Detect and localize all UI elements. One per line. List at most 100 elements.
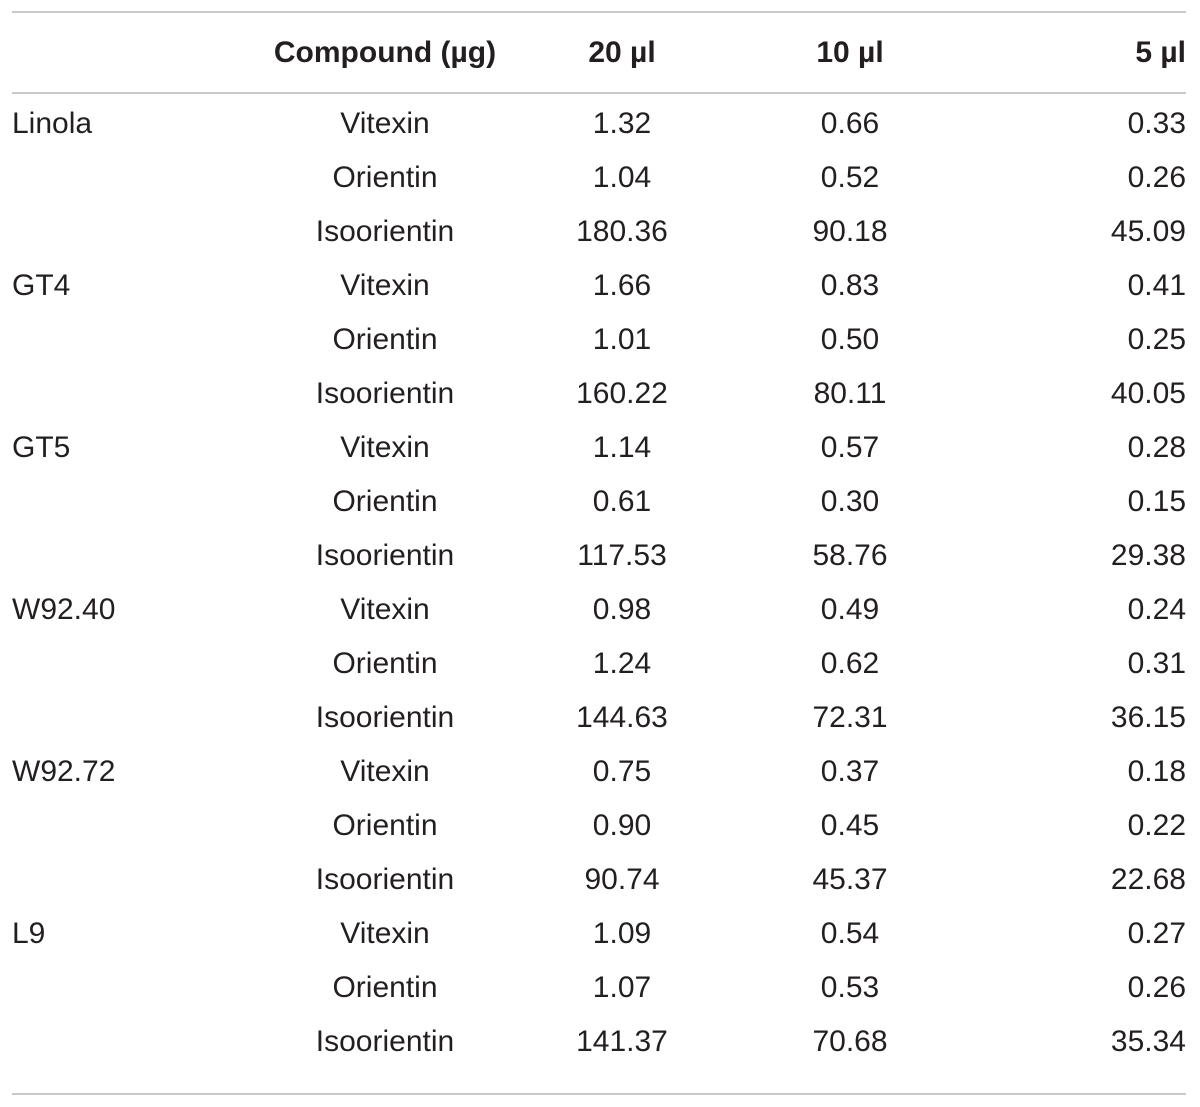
cell-5ul: 0.15 [1127,485,1186,518]
cell-10ul: 0.52 [820,161,880,194]
table-row: Isoorientin 117.53 58.76 29.38 [12,529,1186,583]
cell-5ul: 0.31 [1127,647,1186,680]
table-row: Linola Vitexin 1.32 0.66 0.33 [12,97,1186,151]
cell-10ul: 0.66 [820,107,880,140]
cell-compound: Orientin [332,971,438,1004]
cell-20ul: 1.14 [592,431,652,464]
table-header: Compound (µg) 20 µl 10 µl 5 µl [12,13,1186,92]
cell-line: GT5 [12,431,71,464]
cell-5ul: 0.27 [1127,917,1186,950]
cell-20ul: 0.90 [592,809,652,842]
cell-10ul: 0.53 [820,971,880,1004]
table-row: GT5 Vitexin 1.14 0.57 0.28 [12,421,1186,475]
table-body: Linola Vitexin 1.32 0.66 0.33 Orientin 1.04 0.5… [12,92,1186,1069]
cell-line [12,367,262,421]
cell-10ul: 0.49 [820,593,880,626]
cell-compound: Isoorientin [315,701,455,734]
cell-5ul: 0.24 [1127,593,1186,626]
cell-line [12,961,262,1015]
top-rule [12,11,1186,13]
table-row: Isoorientin 90.74 45.37 22.68 [12,853,1186,907]
cell-20ul: 144.63 [576,701,668,734]
cell-compound: Isoorientin [315,215,455,248]
cell-line [12,313,262,367]
table-row: Orientin 1.07 0.53 0.26 [12,961,1186,1015]
cell-line [12,1015,262,1069]
cell-line [12,799,262,853]
cell-compound: Vitexin [340,593,430,626]
cell-10ul: 0.45 [820,809,880,842]
table-row: Isoorientin 160.22 80.11 40.05 [12,367,1186,421]
cell-20ul: 0.98 [592,593,652,626]
cell-10ul: 0.83 [820,269,880,302]
table-row: Orientin 1.01 0.50 0.25 [12,313,1186,367]
table-row: Isoorientin 141.37 70.68 35.34 [12,1015,1186,1069]
cell-line: GT4 [12,269,71,302]
cell-10ul: 90.18 [812,215,888,248]
cell-5ul: 0.26 [1127,161,1186,194]
table-row: W92.72 Vitexin 0.75 0.37 0.18 [12,745,1186,799]
table-row: W92.40 Vitexin 0.98 0.49 0.24 [12,583,1186,637]
cell-line [12,691,262,745]
cell-10ul: 80.11 [813,377,887,410]
cell-20ul: 1.09 [592,917,652,950]
cell-compound: Orientin [332,485,438,518]
compound-table: Compound (µg) 20 µl 10 µl 5 µl Linola Vit… [12,13,1186,1069]
table-row: Orientin 1.04 0.52 0.26 [12,151,1186,205]
cell-10ul: 0.62 [820,647,880,680]
cell-20ul: 0.75 [592,755,652,788]
cell-10ul: 0.37 [820,755,880,788]
header-compound: Compound (µg) [273,36,497,69]
cell-20ul: 1.24 [592,647,652,680]
cell-20ul: 1.66 [592,269,652,302]
cell-line [12,637,262,691]
cell-compound: Vitexin [340,269,430,302]
cell-compound: Isoorientin [315,539,455,572]
cell-5ul: 0.22 [1127,809,1186,842]
cell-5ul: 0.28 [1127,431,1186,464]
header-row: Compound (µg) 20 µl 10 µl 5 µl [12,13,1186,92]
table-row: Orientin 1.24 0.62 0.31 [12,637,1186,691]
header-5ul: 5 µl [1135,36,1186,69]
table-row: GT4 Vitexin 1.66 0.83 0.41 [12,259,1186,313]
cell-20ul: 90.74 [584,863,660,896]
cell-10ul: 0.54 [820,917,880,950]
cell-line: L9 [12,917,46,950]
cell-compound: Vitexin [340,755,430,788]
cell-line [12,529,262,583]
cell-compound: Orientin [332,809,438,842]
cell-line: Linola [12,107,93,140]
cell-20ul: 160.22 [576,377,668,410]
cell-line [12,853,262,907]
cell-20ul: 1.01 [592,323,652,356]
cell-10ul: 58.76 [812,539,888,572]
table-row: Orientin 0.61 0.30 0.15 [12,475,1186,529]
cell-compound: Orientin [332,323,438,356]
cell-20ul: 1.07 [592,971,652,1004]
cell-5ul: 36.15 [1110,701,1186,734]
cell-10ul: 72.31 [812,701,888,734]
header-line [12,13,262,92]
header-10ul: 10 µl [816,36,884,69]
cell-5ul: 45.09 [1110,215,1186,248]
cell-line [12,151,262,205]
cell-5ul: 29.38 [1110,539,1186,572]
cell-10ul: 0.57 [820,431,880,464]
cell-20ul: 117.53 [577,539,667,572]
table-row: L9 Vitexin 1.09 0.54 0.27 [12,907,1186,961]
cell-line [12,205,262,259]
cell-10ul: 0.50 [820,323,880,356]
cell-line: W92.40 [12,593,116,626]
cell-5ul: 0.18 [1127,755,1186,788]
cell-5ul: 0.26 [1127,971,1186,1004]
cell-10ul: 0.30 [820,485,880,518]
cell-compound: Vitexin [340,917,430,950]
cell-compound: Orientin [332,647,438,680]
cell-10ul: 70.68 [812,1025,888,1058]
cell-20ul: 0.61 [592,485,652,518]
table-row: Isoorientin 144.63 72.31 36.15 [12,691,1186,745]
cell-line: W92.72 [12,755,116,788]
table-row: Isoorientin 180.36 90.18 45.09 [12,205,1186,259]
header-20ul: 20 µl [588,36,656,69]
